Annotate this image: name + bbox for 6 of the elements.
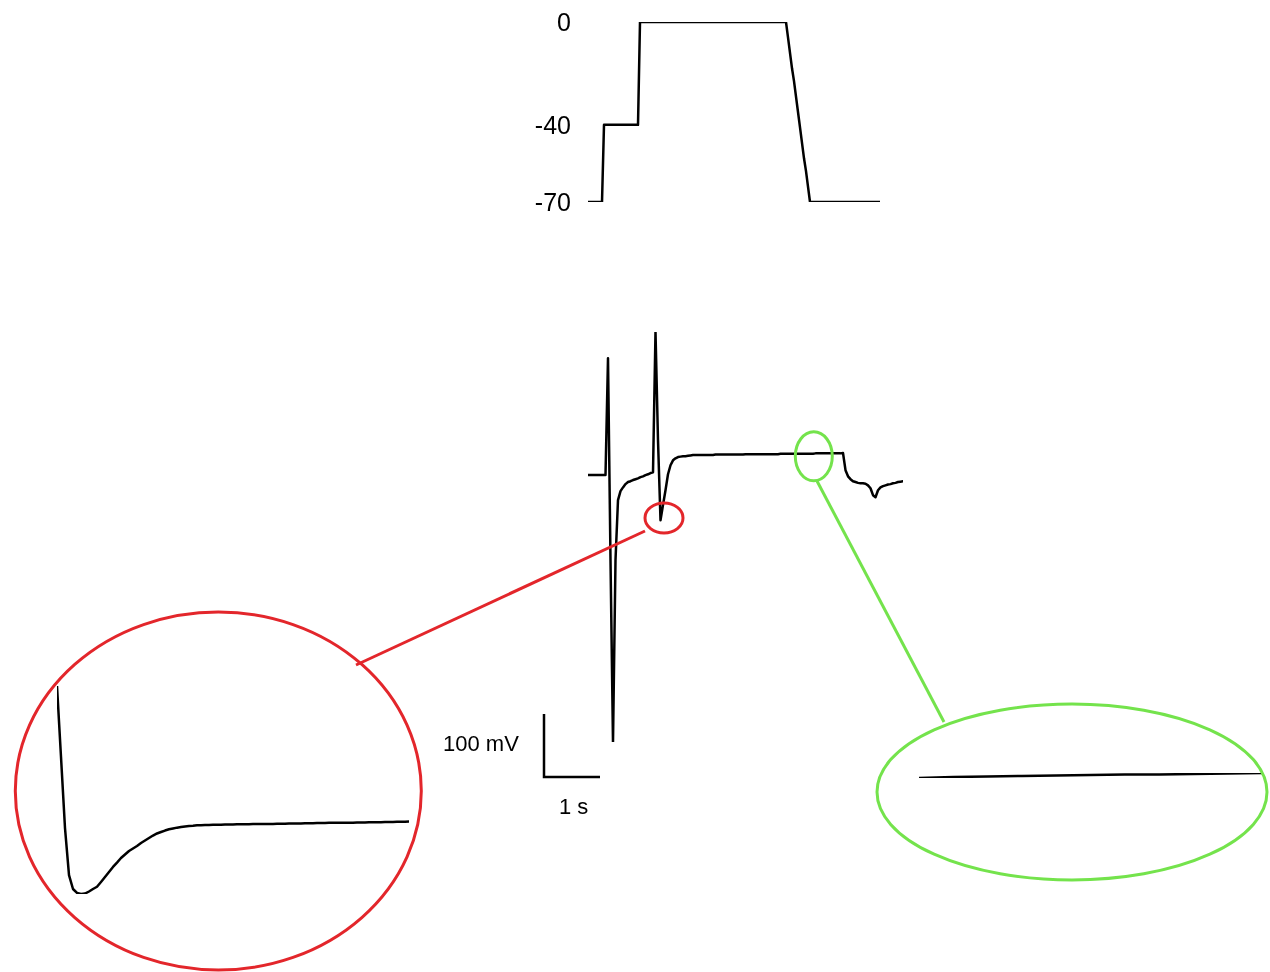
y-tick-label: -70 [535, 187, 572, 216]
y-tick-label: -40 [535, 110, 572, 139]
line-series [588, 21, 881, 202]
text: 1 s [559, 793, 589, 819]
text: 100 mV [443, 730, 520, 756]
y-tick-label: 0 [557, 7, 572, 36]
